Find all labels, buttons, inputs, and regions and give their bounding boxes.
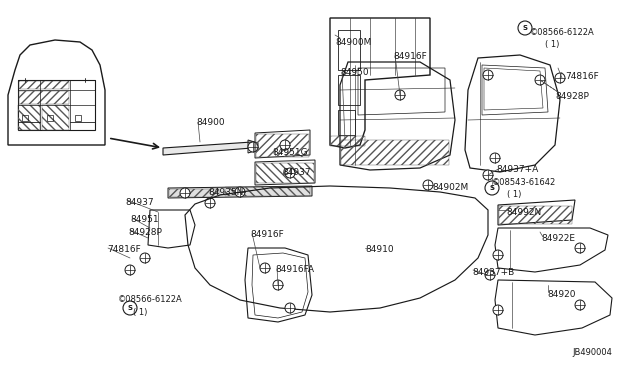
Circle shape (575, 300, 585, 310)
Text: ( 1): ( 1) (545, 40, 559, 49)
Text: JB490004: JB490004 (572, 348, 612, 357)
Text: S: S (522, 25, 527, 31)
Circle shape (493, 250, 503, 260)
Text: 84937+B: 84937+B (472, 268, 515, 277)
Text: ( 1): ( 1) (507, 190, 522, 199)
Text: 84916FA: 84916FA (275, 265, 314, 274)
Bar (169, 189, 219, 197)
Text: 84916F: 84916F (250, 230, 284, 239)
Circle shape (205, 198, 215, 208)
Text: ©08566-6122A: ©08566-6122A (118, 295, 183, 304)
Circle shape (140, 253, 150, 263)
Text: ©08566-6122A: ©08566-6122A (530, 28, 595, 37)
Bar (330, 136, 365, 146)
Text: 84928P: 84928P (555, 92, 589, 101)
Polygon shape (168, 186, 312, 198)
Text: 84910: 84910 (365, 245, 394, 254)
Text: 84920: 84920 (547, 290, 575, 299)
Circle shape (555, 73, 565, 83)
Circle shape (248, 142, 258, 152)
Circle shape (285, 168, 295, 178)
Circle shape (518, 21, 532, 35)
Bar (18, 105, 40, 130)
Circle shape (490, 153, 500, 163)
Bar (499, 206, 572, 224)
Text: 84950: 84950 (340, 68, 369, 77)
Text: 84937: 84937 (125, 198, 154, 207)
Text: 84928P: 84928P (128, 228, 162, 237)
Circle shape (280, 140, 290, 150)
Circle shape (423, 180, 433, 190)
Circle shape (493, 305, 503, 315)
Circle shape (125, 265, 135, 275)
Text: 84992N: 84992N (506, 208, 541, 217)
Circle shape (180, 188, 190, 198)
Text: S: S (127, 305, 132, 311)
Bar (256, 163, 314, 183)
Circle shape (483, 170, 493, 180)
Text: 74816F: 74816F (107, 245, 141, 254)
Text: 84937: 84937 (282, 168, 310, 177)
Bar (42, 105, 69, 130)
Text: 84900M: 84900M (335, 38, 371, 47)
Circle shape (395, 90, 405, 100)
Bar (22, 115, 28, 121)
Circle shape (485, 181, 499, 195)
Text: 84951: 84951 (130, 215, 159, 224)
Bar (75, 115, 81, 121)
Bar (47, 115, 53, 121)
Bar (19, 81, 69, 89)
Circle shape (483, 70, 493, 80)
Bar (225, 187, 310, 196)
Text: 74816F: 74816F (565, 72, 599, 81)
Circle shape (273, 280, 283, 290)
Text: 84951G: 84951G (272, 148, 308, 157)
Polygon shape (163, 142, 252, 155)
Bar (341, 140, 449, 165)
Text: 84916F: 84916F (393, 52, 427, 61)
Circle shape (575, 243, 585, 253)
Circle shape (235, 187, 245, 197)
Circle shape (123, 301, 137, 315)
Bar (19, 91, 69, 104)
Text: ( 1): ( 1) (133, 308, 147, 317)
Text: 84935N: 84935N (208, 188, 243, 197)
Text: ©08543-61642: ©08543-61642 (492, 178, 556, 187)
Text: 84937+A: 84937+A (496, 165, 538, 174)
Circle shape (535, 75, 545, 85)
Circle shape (285, 303, 295, 313)
Text: 84902M: 84902M (432, 183, 468, 192)
Circle shape (485, 270, 495, 280)
Text: S: S (490, 185, 495, 191)
Bar (256, 134, 309, 157)
Text: 84900: 84900 (196, 118, 225, 127)
Text: 84922E: 84922E (541, 234, 575, 243)
Circle shape (260, 263, 270, 273)
